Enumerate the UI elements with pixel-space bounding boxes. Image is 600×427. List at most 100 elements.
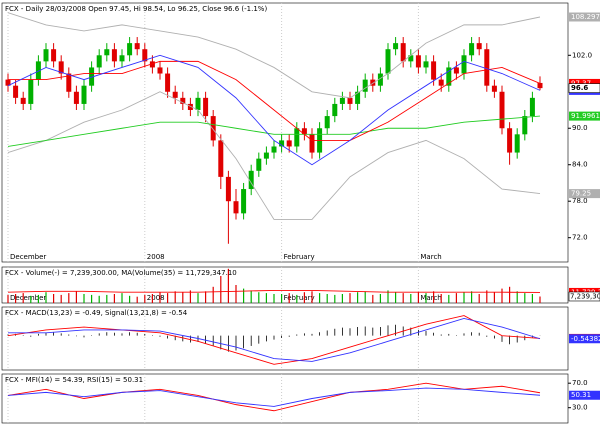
candle-body: [81, 85, 87, 104]
indicator-line: [7, 54, 541, 166]
candle-body: [529, 97, 535, 117]
candle-body: [431, 61, 437, 80]
last-value-label: 91.9961: [571, 112, 600, 120]
x-tick-label: December: [10, 294, 46, 302]
candle-body: [51, 49, 57, 62]
x-tick-label: February: [284, 253, 315, 261]
candle-body: [13, 85, 19, 98]
candle-body: [362, 79, 368, 92]
candle-body: [187, 103, 193, 111]
candle-body: [225, 176, 231, 202]
candle-body: [324, 116, 330, 129]
y-tick-label: 70.0: [572, 379, 588, 387]
last-value-label: -0.54382: [571, 335, 600, 343]
candle-body: [233, 201, 239, 214]
candle-body: [423, 61, 429, 68]
indicator-line: [7, 91, 541, 220]
y-tick-label: 90.0: [572, 124, 588, 132]
candle-body: [355, 91, 361, 104]
candle-body: [301, 128, 307, 135]
candle-body: [157, 67, 163, 74]
last-value-box: [569, 111, 600, 121]
y-tick-label: 84.0: [572, 161, 588, 169]
y-tick-label: 78.0: [572, 197, 588, 205]
candle-body: [210, 116, 216, 141]
candle-body: [393, 43, 399, 50]
candle-body: [446, 67, 452, 86]
panel-frame: [1, 2, 569, 263]
candle-body: [149, 61, 155, 68]
candle-body: [28, 79, 34, 104]
candle-body: [96, 55, 102, 68]
last-value-box: [569, 334, 600, 344]
x-tick-label: 2008: [147, 253, 165, 261]
candle-body: [339, 97, 345, 104]
candle-body: [104, 49, 110, 56]
candle-body: [377, 73, 383, 86]
candle-body: [119, 55, 125, 62]
candle-body: [241, 189, 247, 214]
candle-body: [469, 43, 475, 56]
candle-body: [58, 61, 64, 74]
last-value-box: [568, 291, 600, 302]
panel-frame: [1, 373, 569, 424]
candle-body: [20, 97, 26, 104]
panel-title: FCX - MFI(14) = 54.39, RSI(15) = 50.31: [5, 376, 143, 384]
candle-body: [415, 55, 421, 68]
last-value-label: 7,239,300: [570, 292, 600, 300]
indicator-line: [7, 387, 541, 407]
candle-body: [332, 103, 338, 117]
panel-title: FCX - Daily 28/03/2008 Open 97.45, Hi 98…: [5, 5, 267, 13]
last-value-box: [569, 12, 600, 22]
candle-body: [127, 43, 133, 56]
candle-body: [309, 134, 315, 153]
candle-body: [142, 49, 148, 62]
x-tick-label: February: [284, 294, 315, 302]
candle-body: [286, 140, 292, 147]
candle-body: [347, 97, 353, 104]
candle-body: [134, 43, 140, 50]
last-value-box: [569, 189, 600, 199]
x-tick-label: 2008: [147, 294, 165, 302]
indicator-line: [7, 289, 541, 293]
indicator-line: [8, 60, 541, 141]
x-tick-label: March: [420, 294, 441, 302]
candle-body: [5, 79, 11, 86]
candle-body: [73, 91, 79, 104]
y-tick-label: 102.0: [572, 51, 592, 59]
candle-body: [461, 55, 467, 74]
y-tick-label: 72.0: [572, 234, 588, 242]
panel-title: FCX - Volume(-) = 7,239,300.00, MA(Volum…: [5, 269, 237, 277]
indicator-line: [7, 382, 541, 412]
panel-title: FCX - MACD(13,23) = -0.49, Signal(13,21,…: [5, 309, 188, 317]
candle-body: [408, 55, 414, 62]
candle-body: [438, 79, 444, 86]
candle-body: [165, 73, 171, 92]
candle-body: [111, 49, 117, 62]
candle-body: [256, 158, 262, 171]
last-value-label: 108.297: [571, 13, 600, 21]
last-value-label: 50.31: [571, 391, 591, 399]
candle-body: [271, 146, 277, 153]
candle-body: [43, 49, 49, 62]
candle-body: [385, 49, 391, 74]
candle-body: [89, 67, 95, 86]
candle-body: [370, 79, 376, 86]
candle-body: [400, 43, 406, 62]
candle-body: [491, 85, 497, 92]
panel-frame: [1, 266, 569, 304]
candle-body: [294, 128, 300, 147]
candle-body: [279, 140, 285, 147]
candle-body: [218, 140, 224, 177]
x-tick-label: December: [10, 253, 46, 261]
indicator-line: [8, 317, 541, 362]
indicator-line: [7, 115, 541, 147]
candle-body: [499, 91, 505, 129]
x-tick-label: March: [420, 253, 441, 261]
candle-body: [453, 67, 459, 74]
candle-body: [537, 82, 543, 89]
last-value-box: [569, 390, 600, 400]
candle-body: [514, 134, 520, 153]
candle-body: [180, 97, 186, 104]
